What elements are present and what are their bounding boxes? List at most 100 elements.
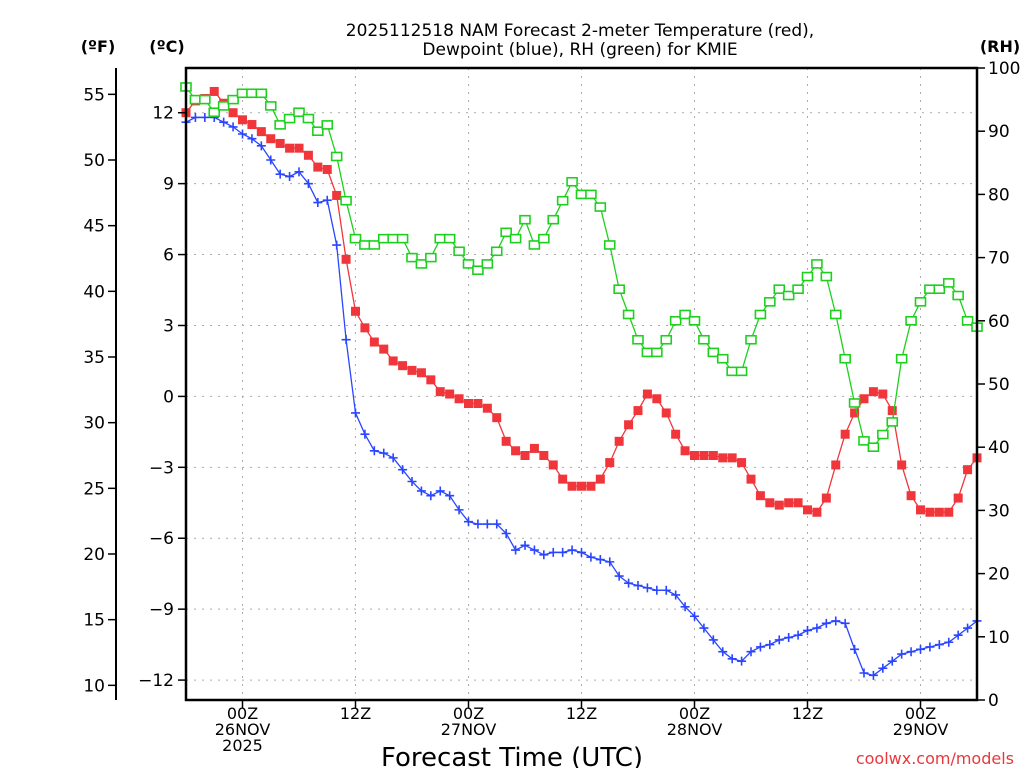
temperature-point [511, 446, 521, 456]
plus-marker-icon [454, 505, 464, 515]
plus-marker-icon [633, 581, 643, 591]
rh-point [415, 259, 428, 269]
temperature-point [718, 453, 728, 463]
plus-marker-icon [473, 519, 483, 529]
plus-marker-icon [755, 642, 765, 652]
rh-tick-label: 100 [988, 59, 1020, 79]
dewpoint-point [605, 557, 615, 567]
chart-title-line-1: 2025112518 NAM Forecast 2-meter Temperat… [346, 21, 814, 41]
dewpoint-point [680, 602, 690, 612]
temperature-point [850, 408, 860, 418]
plus-marker-icon [897, 649, 907, 659]
dewpoint-point [285, 172, 295, 182]
rh-point [594, 202, 607, 212]
temperature-point [341, 254, 351, 264]
plus-marker-icon [605, 557, 615, 567]
rh-point [425, 252, 437, 263]
x-tick-label: 28NOV [667, 720, 723, 739]
plus-marker-icon [492, 519, 502, 529]
dewpoint-point [275, 169, 285, 179]
rh-point [585, 189, 597, 200]
rh-point [321, 120, 334, 130]
plus-marker-icon [690, 611, 699, 621]
x-tick-label: 12Z [566, 704, 597, 723]
temperature-point [454, 394, 464, 404]
dewpoint-point [548, 547, 558, 557]
celsius-tick-label: 0 [163, 387, 174, 407]
rh-point [877, 429, 889, 440]
temperature-point [690, 451, 699, 460]
plus-marker-icon [351, 408, 360, 418]
rh-point [199, 94, 211, 105]
dewpoint-point [416, 486, 426, 496]
rh-point [613, 284, 625, 295]
temperature-point [529, 443, 539, 453]
plus-marker-icon [379, 448, 389, 458]
rh-tick-label: 60 [988, 312, 1010, 332]
temperature-point [878, 389, 888, 399]
temperature-point [313, 162, 323, 172]
rh-point [217, 101, 230, 111]
temperature-point [925, 507, 935, 517]
plus-marker-icon [200, 112, 210, 122]
dewpoint-point [953, 630, 963, 640]
rh-point [716, 353, 729, 364]
dewpoint-point [200, 112, 210, 122]
temperature-point [680, 446, 690, 456]
temperature-point [256, 127, 266, 137]
plus-marker-icon [294, 167, 304, 177]
dewpoint-point [482, 519, 492, 529]
rh-point [453, 246, 465, 257]
dewpoint-point [727, 654, 737, 664]
x-tick-label: 26NOV [215, 720, 271, 739]
dewpoint-point [624, 578, 634, 588]
fahrenheit-tick-label: 35 [83, 348, 105, 368]
dewpoint-point [774, 635, 784, 645]
temperature-point [351, 306, 360, 316]
celsius-tick-label: −3 [149, 458, 174, 478]
dewpoint-point [558, 547, 568, 557]
dewpoint-point [398, 465, 408, 475]
temperature-point [859, 394, 869, 404]
rh-point [651, 347, 663, 358]
plus-marker-icon [661, 585, 671, 595]
rh-tick-label: 40 [988, 438, 1010, 458]
rh-point [340, 195, 352, 206]
rh-tick-label: 30 [988, 501, 1010, 521]
temperature-point [774, 500, 784, 510]
plus-marker-icon [539, 550, 549, 560]
fahrenheit-tick-label: 10 [83, 676, 105, 696]
plus-marker-icon [906, 647, 916, 657]
rh-point [566, 176, 578, 187]
temperature-point [727, 453, 737, 463]
plus-marker-icon [266, 155, 276, 165]
plus-marker-icon [671, 590, 681, 600]
rh-point [895, 353, 908, 364]
dewpoint-point [586, 552, 596, 562]
temperature-point [501, 436, 511, 446]
temperature-point [558, 474, 568, 484]
credit-text: coolwx.com/models [856, 749, 1014, 768]
rh-point [406, 252, 418, 263]
dewpoint-point [595, 555, 605, 565]
temperature-point [708, 451, 718, 460]
temperature-point [831, 460, 841, 470]
rh-point [490, 246, 503, 257]
temperature-point [784, 498, 794, 508]
dewpoint-point [256, 141, 266, 151]
rh-point [575, 189, 588, 200]
rh-point [462, 259, 475, 269]
x-tick-label: 00Z [453, 704, 484, 723]
temperature-point [275, 138, 285, 148]
rh-point [698, 334, 710, 345]
fahrenheit-tick-label: 45 [83, 217, 105, 237]
celsius-tick-label: 9 [163, 175, 174, 195]
rh-point [283, 113, 296, 124]
rh-tick-label: 90 [988, 122, 1010, 142]
plus-marker-icon [398, 465, 408, 475]
dewpoint-point [379, 448, 389, 458]
plus-marker-icon [228, 122, 238, 132]
x-tick-label: 27NOV [441, 720, 497, 739]
rh-point [905, 315, 917, 326]
